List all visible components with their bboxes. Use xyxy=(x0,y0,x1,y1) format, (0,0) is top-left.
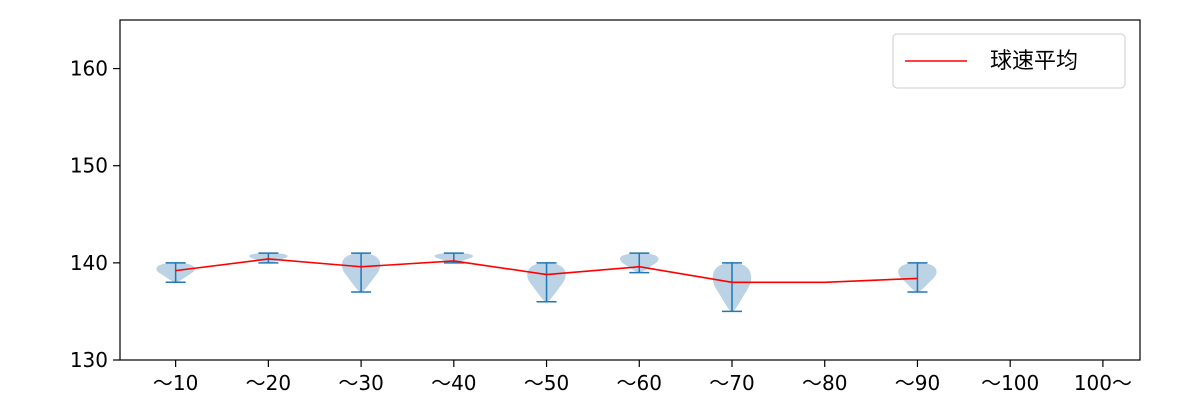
y-tick-label: 150 xyxy=(70,154,108,178)
x-tick-label: 〜40 xyxy=(431,371,476,395)
x-tick-label: 〜80 xyxy=(802,371,847,395)
plot-frame xyxy=(119,19,1141,361)
x-tick-label: 〜50 xyxy=(524,371,569,395)
legend-label: 球速平均 xyxy=(990,49,1078,74)
x-tick-label: 〜10 xyxy=(153,371,198,395)
y-tick-label: 130 xyxy=(70,348,108,372)
y-tick-label: 160 xyxy=(70,57,108,81)
x-tick-label: 〜30 xyxy=(338,371,383,395)
y-axis: 130 140 150 160 xyxy=(70,57,120,372)
legend-box xyxy=(892,33,1126,89)
x-tick-label: 〜60 xyxy=(617,371,662,395)
y-tick-label: 140 xyxy=(70,251,108,275)
x-tick-label: 100〜 xyxy=(1074,371,1132,395)
x-tick-label: 〜100 xyxy=(981,371,1039,395)
x-tick-label: 〜70 xyxy=(709,371,754,395)
whisker-layer xyxy=(165,252,928,313)
mean-speed-line xyxy=(175,258,918,284)
x-tick-label: 〜20 xyxy=(246,371,291,395)
x-tick-label: 〜90 xyxy=(895,371,940,395)
x-axis: 〜10 〜20 〜30 〜40 〜50 〜60 〜70 〜80 〜90 〜100 100〜 xyxy=(153,360,1132,395)
legend: 球速平均 xyxy=(892,33,1126,89)
